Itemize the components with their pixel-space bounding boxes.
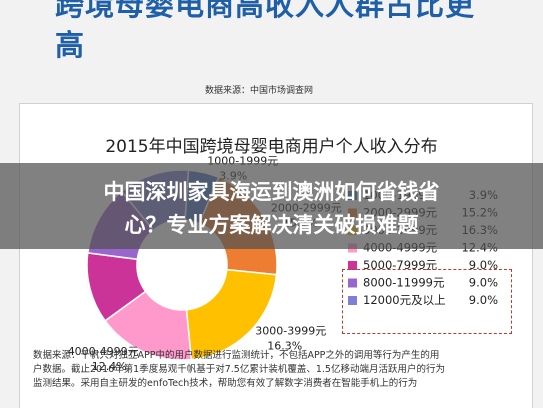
legend-label: 8000-11999元: [363, 276, 445, 290]
legend-label: 12000元及以上: [363, 293, 446, 307]
legend-swatch: [348, 296, 357, 305]
slice-label: 3000-3999元: [255, 325, 326, 338]
slice-value-label: 12.4%: [92, 360, 127, 373]
headline-line-1: 跨境母婴电商高收入人群占比更: [55, 0, 476, 22]
headline-line-2: 高: [55, 28, 86, 62]
legend-swatch: [348, 261, 357, 270]
highlight-box: [342, 269, 512, 334]
source-caption: 数据来源：中国市场调查网: [205, 86, 314, 96]
legend-value: 9.0%: [469, 276, 498, 290]
pie-slice: [185, 268, 278, 361]
footnote-line: 监测结果。采用自主研发的enfoTech技术，帮助您有效了解数字消费者在智能手机…: [33, 378, 418, 389]
overlay-banner: 中国深圳家具海运到澳洲如何省钱省 心？专业方案解决清关破损难题: [0, 163, 543, 249]
banner-line-2: 心？专业方案解决清关破损难题: [124, 213, 419, 237]
legend-label: 5000-7999元: [363, 258, 438, 272]
banner-line-1: 中国深圳家具海运到澳洲如何省钱省: [103, 180, 440, 204]
footnote-line: 户数据。截止2016年第1季度易观千帆基于对7.5亿累计装机覆盖、1.5亿移动端…: [33, 364, 445, 375]
legend-swatch: [348, 278, 357, 288]
slice-value-label: 16.3%: [267, 340, 302, 353]
chart-title: 2015年中国跨境母婴电商用户个人收入分布: [105, 137, 438, 157]
legend-value: 9.0%: [469, 258, 498, 272]
pie-slice: [104, 290, 193, 361]
slice-label: 4000-4999元: [68, 345, 139, 358]
footnote: 数据来源：千帆只对独立APP中的用户数据进行监测统计，不包括APP之外的调用等行…: [33, 349, 523, 391]
footnote-line: 数据来源：千帆只对独立APP中的用户数据进行监测统计，不包括APP之外的调用等行…: [33, 350, 440, 361]
legend-value: 9.0%: [469, 293, 498, 307]
